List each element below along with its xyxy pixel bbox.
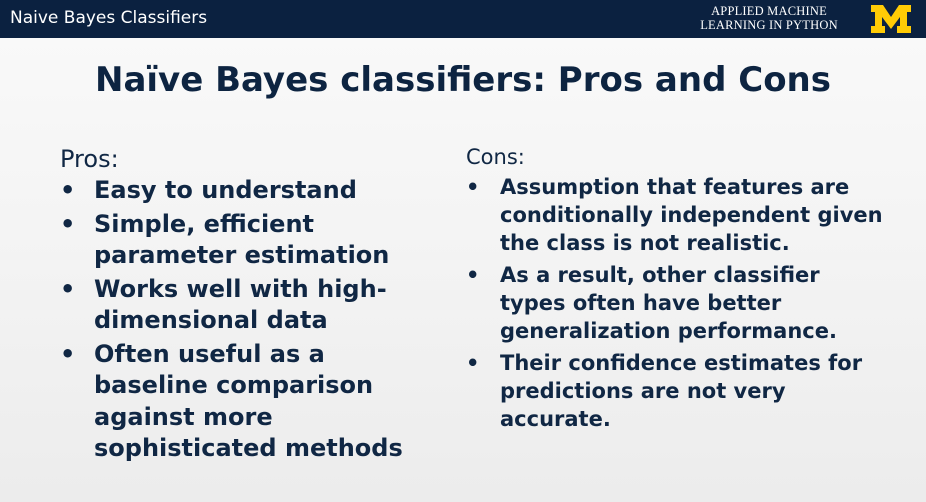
pros-list: • Easy to understand • Simple, efficient p… [60,175,440,465]
cons-item: • Assumption that features are conditiona… [466,175,883,255]
course-name-line2: LEARNING IN PYTHON [700,18,838,32]
course-name-line1: APPLIED MACHINE [711,4,827,18]
pros-item: • Works well with high-dimensional data [60,274,387,335]
cons-column: Cons: • Assumption that features are cond… [466,145,886,437]
slide-title: Naïve Bayes classifiers: Pros and Cons [95,60,831,100]
bullet-icon: • [60,176,76,204]
bullet-icon: • [60,209,76,238]
pros-item: • Simple, efficient parameter estimation [60,209,390,270]
bullet-icon: • [466,263,480,287]
pros-item: • Easy to understand [60,175,440,207]
cons-item: • As a result, other classifier types oft… [466,263,837,343]
header-bar: Naive Bayes Classifiers APPLIED MACHINE … [0,0,926,38]
bullet-icon: • [466,351,480,375]
cons-item: • Their confidence estimates for predicti… [466,351,863,431]
course-name: APPLIED MACHINE LEARNING IN PYTHON [684,4,854,32]
pros-item: • Often useful as a baseline comparison a… [60,339,403,463]
cons-list: • Assumption that features are conditiona… [466,173,886,433]
pros-column: Pros: • Easy to understand • Simple, effic… [60,145,440,467]
bullet-icon: • [466,175,480,199]
bullet-icon: • [60,274,76,303]
header-title: Naive Bayes Classifiers [10,8,208,28]
cons-heading: Cons: [466,145,525,169]
pros-heading: Pros: [60,145,119,173]
bullet-icon: • [60,339,76,368]
university-logo-icon [871,5,911,33]
